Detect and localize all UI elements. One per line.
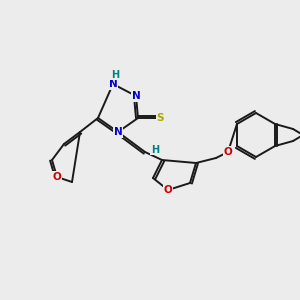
Text: O: O xyxy=(52,172,62,182)
Text: N: N xyxy=(109,79,117,89)
Text: O: O xyxy=(224,147,232,157)
Text: N: N xyxy=(132,91,140,101)
Text: S: S xyxy=(156,113,164,123)
Text: H: H xyxy=(151,145,159,155)
Text: H: H xyxy=(111,70,119,80)
Text: N: N xyxy=(114,127,122,137)
Text: O: O xyxy=(164,185,172,195)
